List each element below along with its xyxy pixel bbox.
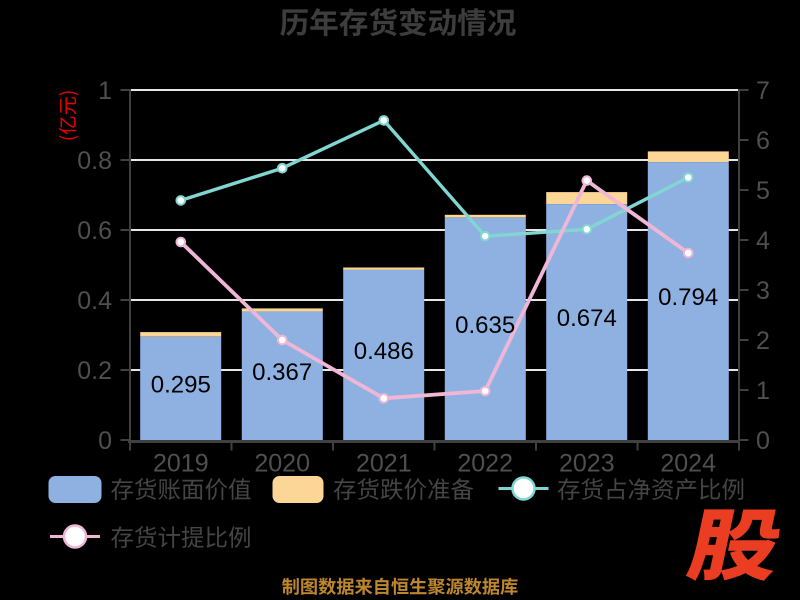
svg-text:2020: 2020 xyxy=(254,450,310,478)
svg-text:0: 0 xyxy=(756,427,770,455)
svg-text:2022: 2022 xyxy=(457,450,513,478)
svg-text:0.794: 0.794 xyxy=(658,284,718,311)
svg-text:0.486: 0.486 xyxy=(354,338,414,365)
svg-text:0.295: 0.295 xyxy=(151,372,211,399)
svg-text:0.367: 0.367 xyxy=(252,359,312,386)
svg-text:4: 4 xyxy=(756,227,770,255)
svg-text:2024: 2024 xyxy=(660,450,716,478)
svg-text:2023: 2023 xyxy=(559,450,615,478)
svg-text:7: 7 xyxy=(756,77,770,105)
svg-text:0.2: 0.2 xyxy=(77,357,112,385)
svg-text:2021: 2021 xyxy=(356,450,412,478)
svg-text:0.4: 0.4 xyxy=(77,287,112,315)
svg-text:6: 6 xyxy=(756,127,770,155)
svg-text:0: 0 xyxy=(98,427,112,455)
svg-text:5: 5 xyxy=(756,177,770,205)
svg-text:0.674: 0.674 xyxy=(557,305,617,332)
svg-text:1: 1 xyxy=(756,377,770,405)
svg-text:3: 3 xyxy=(756,277,770,305)
svg-text:2: 2 xyxy=(756,327,770,355)
svg-text:0.8: 0.8 xyxy=(77,147,112,175)
svg-text:2019: 2019 xyxy=(153,450,209,478)
svg-text:1: 1 xyxy=(98,77,112,105)
svg-text:0.635: 0.635 xyxy=(455,312,515,339)
svg-text:0.6: 0.6 xyxy=(77,217,112,245)
